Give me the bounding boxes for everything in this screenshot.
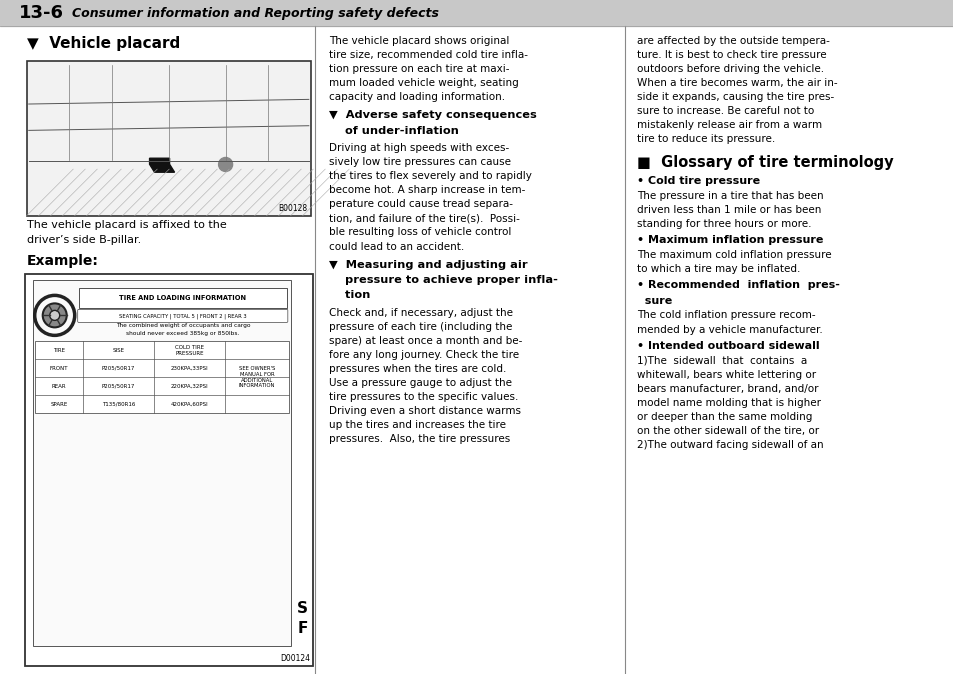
Text: P205/50R17: P205/50R17 xyxy=(102,365,135,371)
Text: standing for three hours or more.: standing for three hours or more. xyxy=(637,219,811,229)
Text: The vehicle placard shows original: The vehicle placard shows original xyxy=(329,36,509,46)
Text: sure to increase. Be careful not to: sure to increase. Be careful not to xyxy=(637,106,814,117)
Text: 230KPA,33PSI: 230KPA,33PSI xyxy=(171,365,209,371)
Text: ▼  Vehicle placard: ▼ Vehicle placard xyxy=(27,36,180,51)
Text: 13-6: 13-6 xyxy=(19,4,64,22)
Text: • Cold tire pressure: • Cold tire pressure xyxy=(637,176,760,186)
Text: • Intended outboard sidewall: • Intended outboard sidewall xyxy=(637,340,819,350)
Text: mum loaded vehicle weight, seating: mum loaded vehicle weight, seating xyxy=(329,78,518,88)
Text: TIRE: TIRE xyxy=(52,348,65,353)
Text: ▼  Measuring and adjusting air: ▼ Measuring and adjusting air xyxy=(329,259,527,270)
Text: tion pressure on each tire at maxi-: tion pressure on each tire at maxi- xyxy=(329,64,509,74)
Bar xyxy=(0,0,953,26)
Text: • Maximum inflation pressure: • Maximum inflation pressure xyxy=(637,235,822,245)
Text: ■  Glossary of tire terminology: ■ Glossary of tire terminology xyxy=(637,154,893,169)
Text: are affected by the outside tempera-: are affected by the outside tempera- xyxy=(637,36,829,46)
Text: S: S xyxy=(297,601,308,616)
Text: tion, and failure of the tire(s).  Possi-: tion, and failure of the tire(s). Possi- xyxy=(329,214,519,223)
Text: The pressure in a tire that has been: The pressure in a tire that has been xyxy=(637,191,823,201)
Text: tire pressures to the specific values.: tire pressures to the specific values. xyxy=(329,392,518,402)
Text: mended by a vehicle manufacturer.: mended by a vehicle manufacturer. xyxy=(637,325,822,334)
Circle shape xyxy=(43,303,67,328)
Text: When a tire becomes warm, the air in-: When a tire becomes warm, the air in- xyxy=(637,78,837,88)
Text: whitewall, bears white lettering or: whitewall, bears white lettering or xyxy=(637,369,816,379)
Text: ble resulting loss of vehicle control: ble resulting loss of vehicle control xyxy=(329,227,511,237)
Text: the tires to flex severely and to rapidly: the tires to flex severely and to rapidl… xyxy=(329,171,532,181)
Circle shape xyxy=(218,158,233,171)
Text: to which a tire may be inflated.: to which a tire may be inflated. xyxy=(637,264,800,274)
Circle shape xyxy=(50,310,60,320)
Text: on the other sidewall of the tire, or: on the other sidewall of the tire, or xyxy=(637,426,819,436)
Text: Check and, if necessary, adjust the: Check and, if necessary, adjust the xyxy=(329,308,513,317)
Text: tion: tion xyxy=(329,290,370,301)
Bar xyxy=(32,280,291,646)
Text: driven less than 1 mile or has been: driven less than 1 mile or has been xyxy=(637,206,821,215)
Text: The vehicle placard is affixed to the: The vehicle placard is affixed to the xyxy=(27,220,226,230)
Text: 220KPA,32PSI: 220KPA,32PSI xyxy=(171,384,209,389)
Bar xyxy=(34,341,289,413)
Text: bears manufacturer, brand, and/or: bears manufacturer, brand, and/or xyxy=(637,384,818,394)
Text: pressures.  Also, the tire pressures: pressures. Also, the tire pressures xyxy=(329,434,510,444)
Text: Use a pressure gauge to adjust the: Use a pressure gauge to adjust the xyxy=(329,378,512,388)
Text: could lead to an accident.: could lead to an accident. xyxy=(329,241,464,251)
Text: pressure to achieve proper infla-: pressure to achieve proper infla- xyxy=(329,275,558,285)
Text: 2)The outward facing sidewall of an: 2)The outward facing sidewall of an xyxy=(637,440,823,450)
Text: F: F xyxy=(297,621,308,636)
Text: of under-inflation: of under-inflation xyxy=(329,125,458,135)
Text: spare) at least once a month and be-: spare) at least once a month and be- xyxy=(329,336,522,346)
Text: The combined weight of occupants and cargo: The combined weight of occupants and car… xyxy=(115,324,250,328)
Text: pressure of each tire (including the: pressure of each tire (including the xyxy=(329,321,512,332)
Text: The maximum cold inflation pressure: The maximum cold inflation pressure xyxy=(637,250,831,260)
Text: • Recommended  inflation  pres-: • Recommended inflation pres- xyxy=(637,280,840,290)
Text: sure: sure xyxy=(637,295,672,305)
Text: REAR: REAR xyxy=(51,384,66,389)
Text: fore any long journey. Check the tire: fore any long journey. Check the tire xyxy=(329,350,518,360)
Text: SISE: SISE xyxy=(112,348,125,353)
Text: TIRE AND LOADING INFORMATION: TIRE AND LOADING INFORMATION xyxy=(119,295,246,301)
Polygon shape xyxy=(150,158,174,173)
Text: tire size, recommended cold tire infla-: tire size, recommended cold tire infla- xyxy=(329,50,528,60)
Bar xyxy=(27,61,311,216)
Text: capacity and loading information.: capacity and loading information. xyxy=(329,92,505,102)
Text: COLD TIRE
PRESSURE: COLD TIRE PRESSURE xyxy=(175,344,204,355)
Text: Driving even a short distance warms: Driving even a short distance warms xyxy=(329,406,520,416)
Text: SPARE: SPARE xyxy=(51,402,68,406)
Text: B00128: B00128 xyxy=(278,204,308,212)
Text: ▼  Adverse safety consequences: ▼ Adverse safety consequences xyxy=(329,111,537,121)
Text: The cold inflation pressure recom-: The cold inflation pressure recom- xyxy=(637,311,815,321)
Text: up the tires and increases the tire: up the tires and increases the tire xyxy=(329,420,506,430)
Text: sively low tire pressures can cause: sively low tire pressures can cause xyxy=(329,157,511,167)
Text: side it expands, causing the tire pres-: side it expands, causing the tire pres- xyxy=(637,92,834,102)
Text: become hot. A sharp increase in tem-: become hot. A sharp increase in tem- xyxy=(329,185,525,195)
Text: ture. It is best to check tire pressure: ture. It is best to check tire pressure xyxy=(637,50,826,60)
Text: model name molding that is higher: model name molding that is higher xyxy=(637,398,821,408)
Text: perature could cause tread separa-: perature could cause tread separa- xyxy=(329,200,513,210)
Text: pressures when the tires are cold.: pressures when the tires are cold. xyxy=(329,364,506,374)
Text: mistakenly release air from a warm: mistakenly release air from a warm xyxy=(637,121,821,130)
Text: Consumer information and Reporting safety defects: Consumer information and Reporting safet… xyxy=(71,7,438,20)
FancyBboxPatch shape xyxy=(77,309,288,322)
Text: 420KPA,60PSI: 420KPA,60PSI xyxy=(171,402,209,406)
Text: T135/80R16: T135/80R16 xyxy=(102,402,135,406)
Bar xyxy=(79,288,287,309)
Text: D00124: D00124 xyxy=(279,654,310,663)
Text: Example:: Example: xyxy=(27,253,98,268)
Text: or deeper than the same molding: or deeper than the same molding xyxy=(637,412,812,422)
Text: tire to reduce its pressure.: tire to reduce its pressure. xyxy=(637,134,775,144)
Text: P205/50R17: P205/50R17 xyxy=(102,384,135,389)
Text: FRONT: FRONT xyxy=(50,365,68,371)
Text: SEATING CAPACITY | TOTAL 5 | FRONT 2 | REAR 3: SEATING CAPACITY | TOTAL 5 | FRONT 2 | R… xyxy=(119,313,246,319)
Text: Driving at high speeds with exces-: Driving at high speeds with exces- xyxy=(329,143,509,153)
Text: 1)The  sidewall  that  contains  a: 1)The sidewall that contains a xyxy=(637,356,806,365)
Text: SEE OWNER'S
MANUAL FOR
ADDITIONAL
INFORMATION: SEE OWNER'S MANUAL FOR ADDITIONAL INFORM… xyxy=(238,366,275,388)
Text: driver’s side B-pillar.: driver’s side B-pillar. xyxy=(27,235,141,245)
Bar xyxy=(25,274,313,666)
Text: outdoors before driving the vehicle.: outdoors before driving the vehicle. xyxy=(637,64,823,74)
Text: should never exceed 385kg or 850lbs.: should never exceed 385kg or 850lbs. xyxy=(126,331,239,336)
